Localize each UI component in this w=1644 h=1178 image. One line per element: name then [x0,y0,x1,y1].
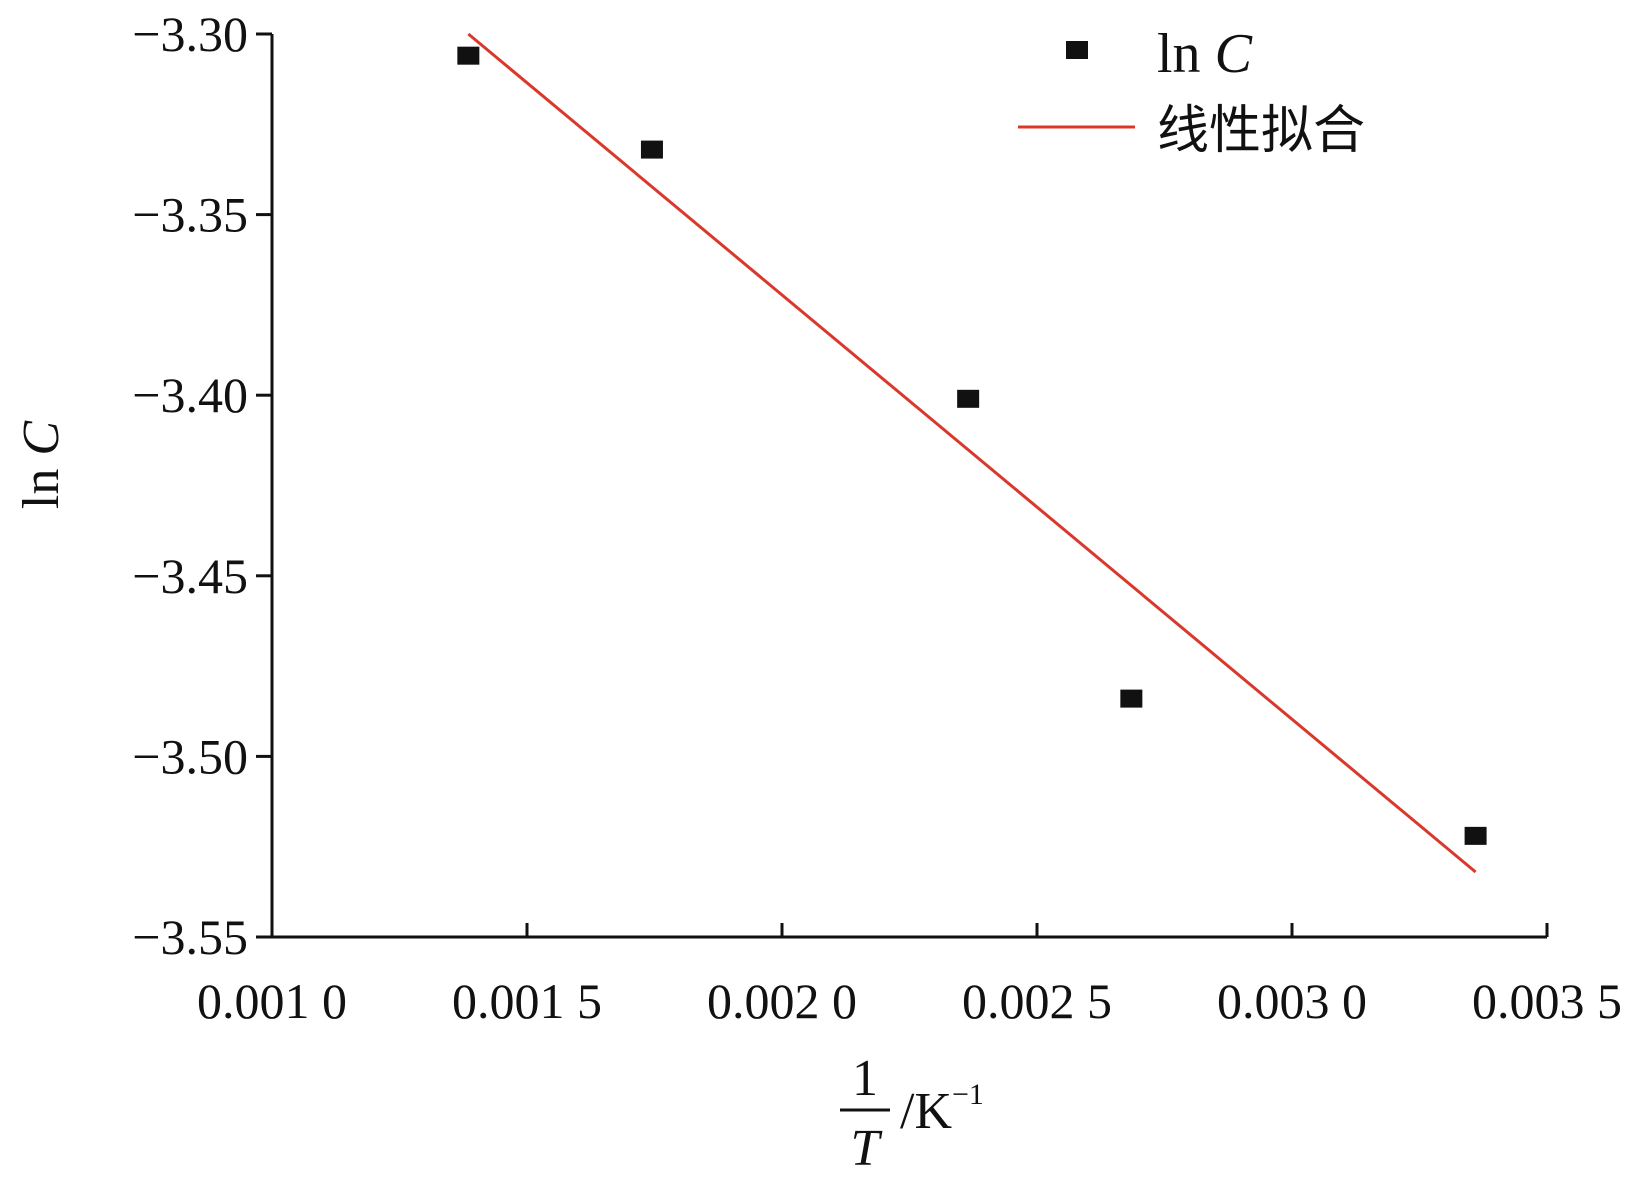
x-axis-title-unit-exponent: −1 [952,1078,984,1111]
legend-label-scatter-symbol: C [1215,23,1253,85]
legend-marker-scatter [1066,41,1088,59]
x-tick-label: 0.001 0 [197,973,347,1029]
x-axis-title-numerator: 1 [852,1050,878,1107]
data-point [457,46,480,65]
legend-label-scatter: ln C [1157,23,1253,85]
legend-label-fit-line: 线性拟合 [1157,101,1365,161]
axes [270,34,1547,939]
fit-line [467,32,1477,874]
y-axis-title-text: ln C [13,420,70,509]
data-point [1464,826,1487,845]
y-tick-label: −3.50 [132,728,248,784]
x-tick-label: 0.002 5 [962,973,1112,1029]
x-axis-title: 1 T /K−1 [840,1050,984,1177]
x-ticks: 0.001 0 0.001 5 0.002 0 0.002 5 0.003 0 0.003… [197,923,1622,1029]
x-axis-title-denominator: T [851,1120,883,1177]
y-ticks: −3.30 −3.35 −3.40 −3.45 −3.50 −3.55 [132,6,272,965]
y-tick-label: −3.55 [132,909,248,965]
x-tick-label: 0.003 5 [1472,973,1622,1029]
data-point [640,140,663,159]
y-tick-label: −3.40 [132,367,248,423]
x-axis-title-unit-base: /K [900,1083,952,1140]
x-tick-label: 0.002 0 [707,973,857,1029]
x-tick-label: 0.003 0 [1217,973,1367,1029]
data-point [1120,689,1143,708]
x-axis-title-unit: /K−1 [900,1078,984,1140]
y-tick-label: −3.30 [132,6,248,62]
x-tick-label: 0.001 5 [452,973,602,1029]
y-tick-label: −3.45 [132,548,248,604]
legend-label-scatter-prefix: ln [1157,23,1215,85]
y-axis-title-symbol: C [13,420,70,456]
data-point [957,389,980,408]
y-axis-title: ln C [13,420,70,509]
y-tick-label: −3.35 [132,187,248,243]
y-axis-title-prefix: ln [13,456,70,509]
legend: ln C 线性拟合 [1018,23,1365,161]
series-layer [457,32,1487,874]
